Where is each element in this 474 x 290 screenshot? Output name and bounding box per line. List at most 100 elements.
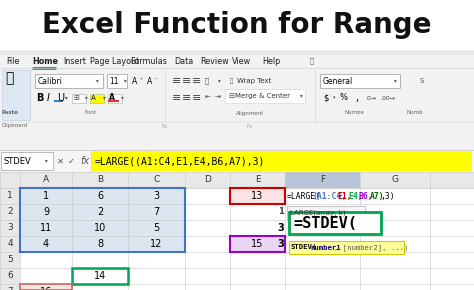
Text: $: $: [323, 93, 328, 102]
Text: ≡: ≡: [182, 76, 191, 86]
Text: STDEV: STDEV: [4, 157, 32, 166]
Text: Fa: Fa: [162, 124, 168, 128]
Text: View: View: [232, 57, 251, 66]
Text: ▾: ▾: [96, 79, 99, 84]
Bar: [90, 94, 104, 103]
Text: 7: 7: [7, 287, 13, 290]
Text: 11: 11: [109, 77, 118, 86]
Text: ▾: ▾: [65, 95, 68, 101]
Bar: [20, 284, 72, 290]
Text: Alignment: Alignment: [236, 110, 264, 115]
Text: 5: 5: [7, 255, 13, 264]
Text: 3: 3: [278, 239, 284, 249]
Text: 🎨: 🎨: [205, 78, 209, 84]
Bar: [287, 206, 365, 220]
Text: LARGE(array, k): LARGE(array, k): [290, 210, 346, 216]
Text: 16: 16: [40, 287, 52, 290]
Bar: [20, 204, 72, 220]
Text: 1: 1: [7, 191, 13, 200]
Text: 13: 13: [251, 191, 264, 201]
Text: 3: 3: [7, 224, 13, 233]
Text: Clipboard: Clipboard: [2, 124, 28, 128]
Text: 10: 10: [94, 223, 106, 233]
Text: A: A: [109, 93, 115, 102]
Text: 2: 2: [97, 207, 103, 217]
Text: 3: 3: [278, 223, 284, 233]
Text: E4,: E4,: [348, 191, 363, 200]
Text: ▾: ▾: [394, 79, 397, 84]
Text: ⊟: ⊟: [228, 93, 234, 99]
Text: ▾: ▾: [45, 159, 48, 164]
Text: 14: 14: [94, 271, 106, 281]
Bar: [20, 220, 72, 236]
Bar: [92, 151, 472, 171]
Text: 4: 4: [7, 240, 13, 249]
Text: G: G: [392, 175, 399, 184]
Text: A: A: [132, 77, 137, 86]
Text: 📋: 📋: [5, 71, 13, 85]
Bar: [0, 50, 474, 55]
Text: Excel Function for Range: Excel Function for Range: [42, 11, 432, 39]
Text: ▾: ▾: [300, 93, 303, 99]
Text: Data: Data: [174, 57, 193, 66]
Text: Merge & Center: Merge & Center: [235, 93, 290, 99]
Bar: [0, 172, 474, 188]
Text: ≡: ≡: [172, 76, 182, 86]
Text: ▾: ▾: [103, 95, 106, 101]
Text: B6,: B6,: [359, 191, 374, 200]
Bar: [285, 172, 360, 188]
Bar: [72, 188, 128, 204]
Bar: [72, 220, 128, 236]
Text: (A1:C4,: (A1:C4,: [312, 191, 346, 200]
Text: 4: 4: [43, 239, 49, 249]
Text: 1: 1: [278, 208, 284, 217]
Bar: [72, 236, 128, 252]
Text: ✕: ✕: [57, 157, 64, 166]
Bar: [128, 204, 185, 220]
Bar: [20, 188, 185, 252]
Bar: [289, 212, 381, 234]
Text: Page Layout: Page Layout: [90, 57, 139, 66]
Bar: [107, 74, 127, 88]
Text: ▾: ▾: [333, 95, 336, 101]
Bar: [72, 268, 128, 284]
Bar: [128, 220, 185, 236]
Text: A: A: [43, 175, 49, 184]
Text: %: %: [340, 93, 348, 102]
Bar: [289, 241, 404, 254]
Text: , [number2], ...): , [number2], ...): [334, 244, 408, 251]
Text: Paste: Paste: [1, 110, 18, 115]
Bar: [230, 236, 285, 252]
Text: .0→: .0→: [365, 95, 376, 101]
Text: A7): A7): [370, 191, 384, 200]
Text: fx: fx: [80, 156, 89, 166]
Text: ,3): ,3): [381, 191, 395, 200]
Text: I: I: [47, 93, 50, 103]
Text: U: U: [57, 93, 64, 103]
Text: E: E: [255, 175, 260, 184]
Text: Numb: Numb: [407, 110, 423, 115]
Text: ⇥: ⇥: [215, 95, 221, 101]
Text: ▾: ▾: [121, 95, 124, 101]
Text: ▾: ▾: [218, 79, 221, 84]
Text: .00→: .00→: [380, 95, 395, 101]
Text: A: A: [147, 77, 152, 86]
Bar: [0, 188, 20, 290]
Text: ⁺: ⁺: [140, 79, 143, 84]
Bar: [108, 94, 122, 103]
Text: E1,: E1,: [337, 191, 352, 200]
Text: ⇤: ⇤: [205, 95, 211, 101]
Bar: [2, 70, 30, 120]
Text: Font: Font: [84, 110, 96, 115]
Text: =LARGE(: =LARGE(: [287, 191, 321, 200]
Text: Calibri: Calibri: [38, 77, 63, 86]
Text: 8: 8: [97, 239, 103, 249]
Text: ▾: ▾: [85, 95, 88, 101]
Text: D: D: [204, 175, 211, 184]
Bar: [35, 74, 103, 88]
Text: ≡: ≡: [182, 93, 191, 103]
Text: 1: 1: [43, 191, 49, 201]
Bar: [230, 236, 285, 252]
Bar: [230, 188, 285, 204]
Bar: [72, 94, 86, 103]
